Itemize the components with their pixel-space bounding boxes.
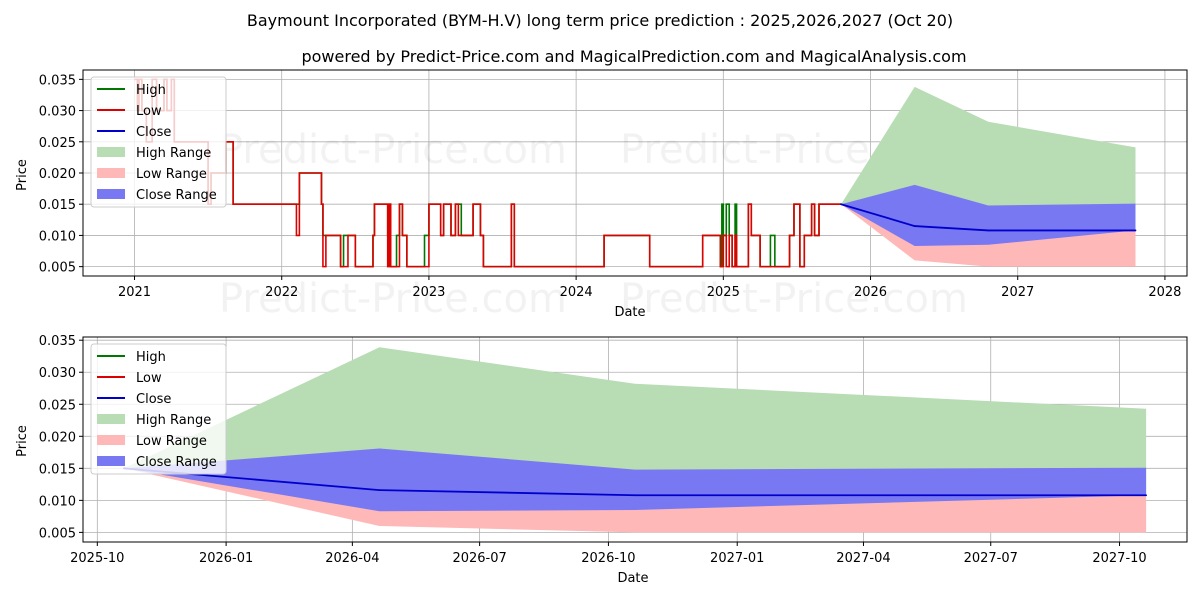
- p1-y-tick-label: 0.005: [39, 526, 76, 541]
- chart-subtitle: powered by Predict-Price.com and Magical…: [301, 47, 966, 66]
- p1-legend-label-1: Low: [136, 371, 162, 386]
- x-axis-label-bottom: Date: [617, 571, 648, 586]
- watermark-top-4: Predict-Price.com: [620, 276, 968, 322]
- p0-legend-swatch-5: [97, 189, 125, 199]
- p0-legend-swatch-4: [97, 168, 125, 178]
- p0-close-point: [913, 225, 916, 227]
- p0-x-tick-label: 2026: [854, 285, 887, 300]
- p1-legend-label-5: Close Range: [136, 455, 217, 470]
- p0-x-tick-label: 2024: [560, 285, 593, 300]
- p0-y-tick-label: 0.035: [39, 73, 76, 88]
- p0-legend-swatch-3: [97, 147, 125, 157]
- p0-y-tick-label: 0.010: [39, 229, 76, 244]
- p0-legend: High Low Close High Range Low Range Close Ran…: [90, 76, 227, 208]
- p1-y-tick-label: 0.015: [39, 462, 76, 477]
- p0-legend-label-5: Close Range: [136, 188, 217, 203]
- history-chart-panel: Predict-Price.com Predict-Price.com Pred…: [15, 69, 1188, 322]
- p0-x-tick-label: 2025: [707, 285, 740, 300]
- p0-legend-label-4: Low Range: [136, 167, 207, 182]
- watermark-top-1: Predict-Price.com: [219, 127, 567, 173]
- p1-x-tick-label: 2027-04: [836, 551, 890, 566]
- p0-y-tick-label: 0.025: [39, 136, 76, 151]
- p0-close-point: [840, 203, 842, 206]
- p1-legend-label-3: High Range: [136, 413, 211, 428]
- p1-x-tick-label: 2026-04: [325, 551, 379, 566]
- p0-close-series-line: [840, 203, 1136, 232]
- p1-legend: High Low Close High Range Low Range Close Ran…: [90, 343, 227, 475]
- p0-y-tick-label: 0.030: [39, 105, 76, 120]
- p1-close-point: [378, 489, 381, 492]
- p0-legend-label-2: Close: [136, 125, 171, 140]
- p0-x-tick-label: 2021: [118, 285, 151, 300]
- p0-legend-label-1: Low: [136, 104, 162, 119]
- watermark-top-3: Predict-Price.com: [219, 276, 567, 322]
- y-axis-label-top: Price: [15, 159, 30, 191]
- p0-close-point: [1134, 229, 1137, 232]
- p1-close-point: [634, 494, 636, 497]
- p1-x-tick-label: 2026-01: [199, 551, 253, 566]
- p1-y-tick-label: 0.010: [39, 494, 76, 509]
- p0-y-tick-label: 0.005: [39, 261, 76, 276]
- y-axis-label-bottom: Price: [15, 425, 30, 457]
- p0-x-tick-label: 2028: [1148, 285, 1181, 300]
- p1-x-tick-label: 2027-07: [964, 551, 1018, 566]
- p1-legend-label-4: Low Range: [136, 434, 207, 449]
- p0-y-tick-label: 0.015: [39, 198, 76, 213]
- p0-x-tick-label: 2027: [1001, 285, 1034, 300]
- p1-axes-frame: [82, 336, 1188, 543]
- p1-x-tick-label: 2027-10: [1092, 551, 1146, 566]
- p1-legend-swatch-4: [97, 435, 125, 445]
- chart-title: Baymount Incorporated (BYM-H.V) long ter…: [247, 11, 953, 30]
- p1-series-layer: [122, 347, 1148, 533]
- p0-legend-label-0: High: [136, 83, 166, 98]
- p1-legend-swatch-3: [97, 414, 125, 424]
- p1-legend-label-0: High: [136, 350, 166, 365]
- p0-legend-label-3: High Range: [136, 146, 211, 161]
- p1-legend-swatch-5: [97, 456, 125, 466]
- p1-x-tick-label: 2026-07: [452, 551, 506, 566]
- p0-y-tick-label: 0.020: [39, 167, 76, 182]
- p1-x-tick-label: 2026-10: [581, 551, 635, 566]
- p1-y-tick-label: 0.020: [39, 430, 76, 445]
- forecast-chart-panel: Predict-Price.com Predict-Price.com Date…: [15, 334, 1188, 586]
- p1-x-tick-label: 2025-10: [70, 551, 124, 566]
- p0-x-tick-label: 2023: [412, 285, 445, 300]
- p1-y-tick-label: 0.030: [39, 366, 76, 381]
- p1-y-tick-label: 0.025: [39, 398, 76, 413]
- p1-close-point: [1145, 494, 1148, 497]
- p1-y-tick-label: 0.035: [39, 334, 76, 349]
- p0-close-point: [987, 229, 990, 232]
- x-axis-label-top: Date: [614, 305, 645, 320]
- p0-x-tick-label: 2022: [265, 285, 298, 300]
- p1-x-tick-label: 2027-01: [710, 551, 764, 566]
- p1-legend-label-2: Close: [136, 392, 171, 407]
- p1-close-series-line: [123, 467, 1147, 497]
- p0-series-layer: [134, 78, 1137, 268]
